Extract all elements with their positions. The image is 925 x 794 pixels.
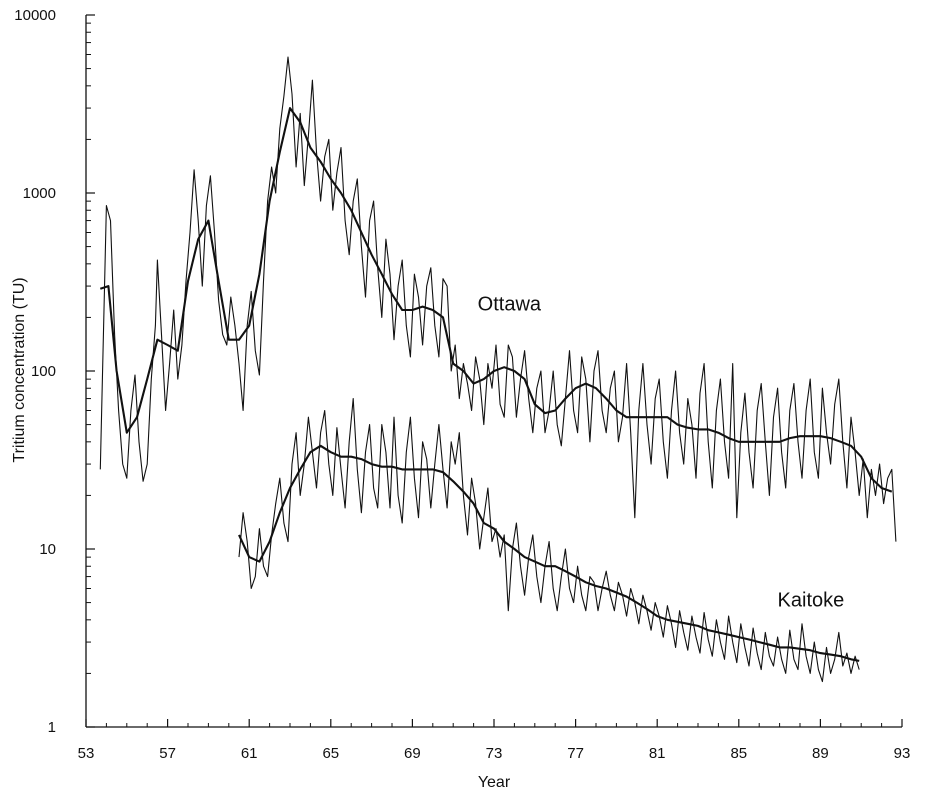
y-tick-label: 1 (48, 719, 56, 736)
x-tick-label: 61 (241, 745, 258, 762)
y-tick-label: 100 (31, 363, 56, 380)
series-line-1 (99, 56, 897, 542)
x-tick-label: 81 (649, 745, 666, 762)
y-axis-title: Tritium concentration (TU) (11, 277, 28, 462)
x-tick-label: 93 (894, 745, 911, 762)
x-tick-label: 69 (404, 745, 421, 762)
series-label-ottawa: Ottawa (478, 293, 542, 315)
series-label-kaitoke: Kaitoke (778, 590, 845, 612)
x-tick-label: 57 (159, 745, 176, 762)
x-tick-label: 53 (78, 745, 95, 762)
x-tick-label: 65 (322, 745, 339, 762)
x-tick-label: 85 (730, 745, 747, 762)
x-axis-title: Year (478, 774, 511, 791)
x-tick-label: 73 (486, 745, 503, 762)
y-tick-label: 1000 (23, 185, 56, 202)
series-line-4 (238, 444, 860, 662)
series-line-3 (238, 398, 860, 683)
y-tick-label: 10000 (14, 7, 56, 24)
x-tick-label: 89 (812, 745, 829, 762)
series-line-2 (99, 107, 893, 493)
x-tick-label: 77 (567, 745, 584, 762)
plot-area (99, 56, 897, 683)
axes: 1 10 100 1000 10000 53 57 61 65 69 73 77 81 85 89 93 (14, 7, 910, 762)
y-tick-label: 10 (39, 541, 56, 558)
